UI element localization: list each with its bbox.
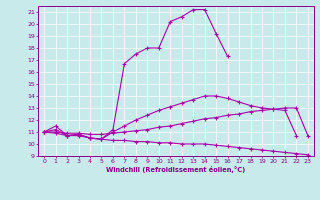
X-axis label: Windchill (Refroidissement éolien,°C): Windchill (Refroidissement éolien,°C) (106, 166, 246, 173)
